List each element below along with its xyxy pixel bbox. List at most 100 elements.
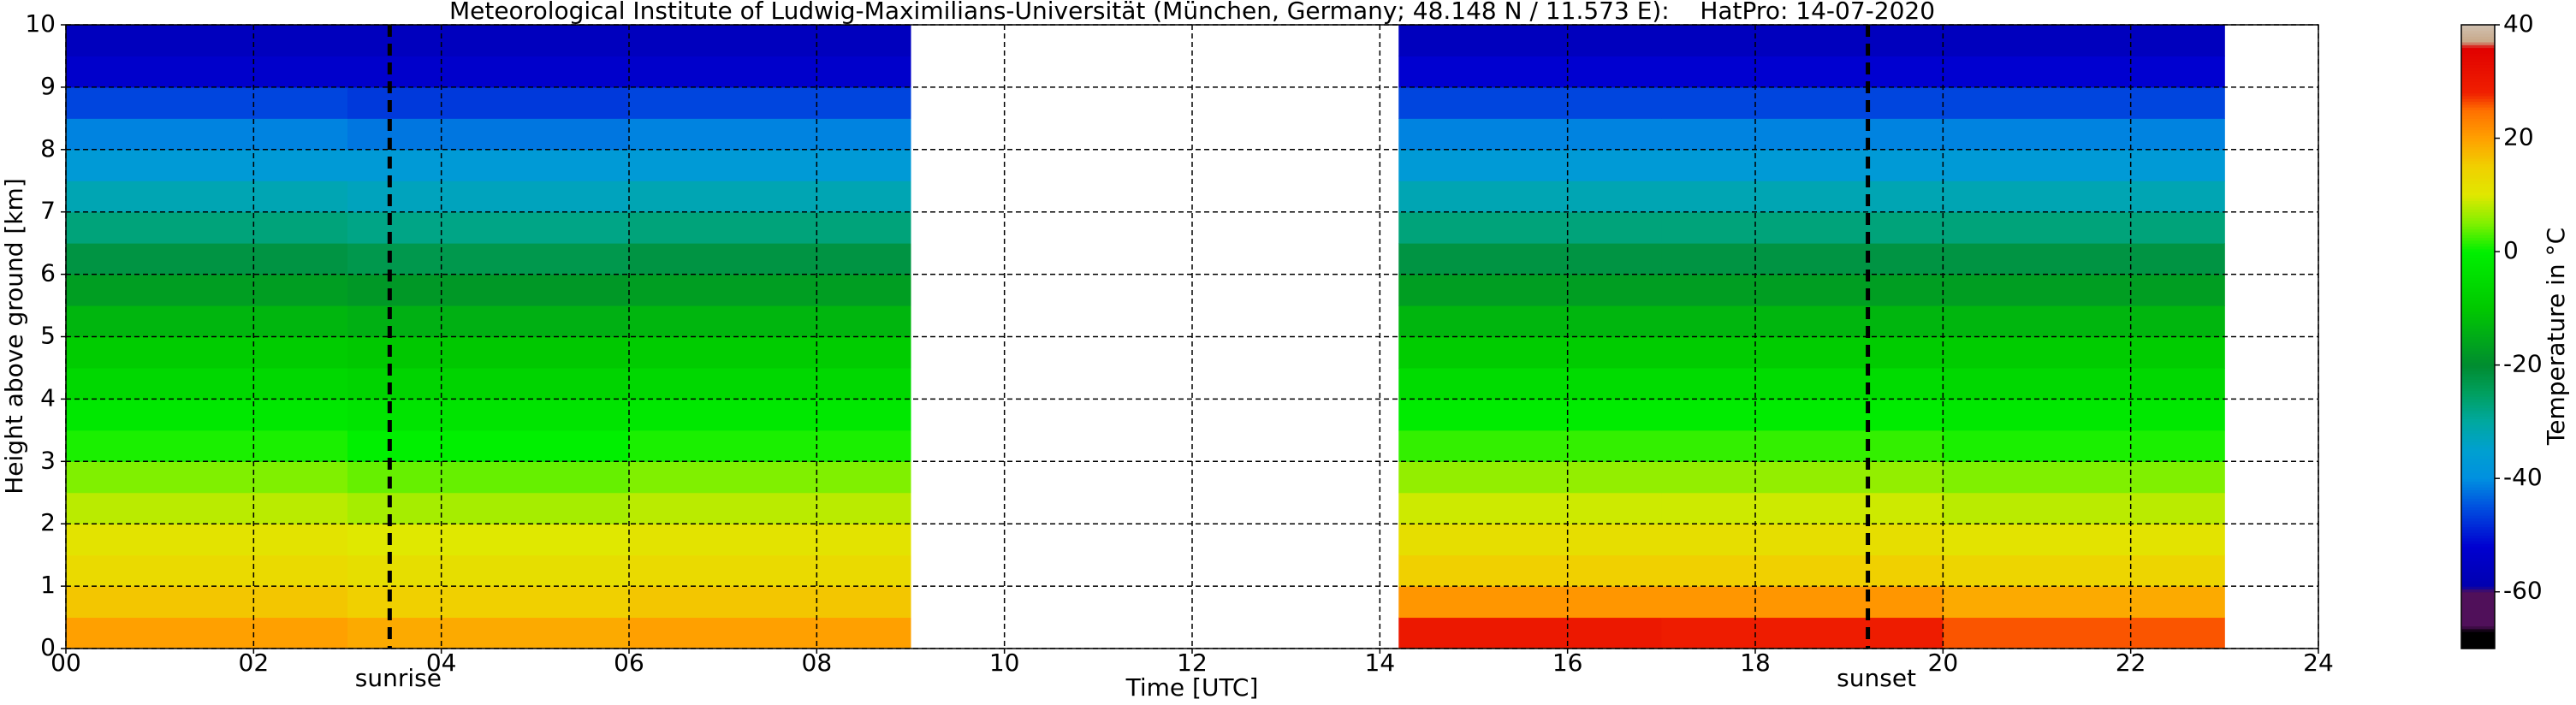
colorbar-segment	[2461, 441, 2495, 446]
y-tick-label: 9	[40, 72, 56, 100]
heatmap-cell	[347, 305, 630, 337]
colorbar-segment	[2461, 418, 2495, 423]
heatmap-cell	[1398, 86, 1662, 119]
colorbar-segment	[2461, 127, 2495, 131]
colorbar-segment	[2461, 90, 2495, 94]
heatmap-cell	[1943, 25, 2225, 56]
colorbar-segment	[2461, 595, 2495, 598]
heatmap-cell	[1661, 617, 1944, 649]
colorbar-segment	[2461, 192, 2495, 196]
heatmap-cell	[66, 586, 348, 619]
colorbar-segment	[2461, 282, 2495, 287]
heatmap-cell	[347, 367, 630, 400]
colorbar-segment	[2461, 98, 2495, 103]
heatmap-cell	[1943, 617, 2225, 649]
y-tick-label: 4	[40, 383, 56, 412]
colorbar-segment	[2461, 518, 2495, 522]
colorbar-segment	[2461, 186, 2495, 190]
colorbar-segment	[2461, 405, 2495, 408]
colorbar-segment	[2461, 453, 2495, 457]
heatmap-cell	[1661, 118, 1944, 151]
heatmap-cell	[629, 492, 911, 524]
colorbar-segment	[2461, 25, 2495, 28]
colorbar-segment	[2461, 189, 2495, 193]
colorbar-segment	[2461, 305, 2495, 309]
colorbar-segment	[2461, 339, 2495, 343]
heatmap-cell	[1398, 399, 1662, 431]
colorbar-segment	[2461, 308, 2495, 312]
heatmap-cell	[347, 617, 630, 649]
colorbar-segment	[2461, 166, 2495, 170]
heatmap-cell	[66, 118, 348, 151]
colorbar-segment	[2461, 67, 2495, 71]
colorbar-segment	[2461, 401, 2495, 406]
colorbar-segment	[2461, 504, 2495, 507]
colorbar-segment	[2461, 637, 2495, 641]
colorbar-segment	[2461, 334, 2495, 338]
heatmap-cell	[347, 524, 630, 556]
colorbar-segment	[2461, 200, 2495, 204]
colorbar-segment	[2461, 240, 2495, 244]
heatmap-cell	[347, 399, 630, 431]
colorbar-segment	[2461, 220, 2495, 224]
x-tick-label: 10	[989, 649, 1020, 677]
heatmap-cell	[629, 586, 911, 619]
colorbar-segment	[2461, 461, 2495, 465]
heatmap-cell	[347, 181, 630, 213]
y-tick-label: 10	[25, 9, 56, 38]
heatmap-cell	[1661, 492, 1944, 524]
colorbar-segment	[2461, 328, 2495, 332]
colorbar-segment	[2461, 532, 2495, 536]
colorbar-segment	[2461, 574, 2495, 578]
colorbar-segment	[2461, 175, 2495, 179]
colorbar-segment	[2461, 364, 2495, 369]
heatmap-cell	[1943, 336, 2225, 369]
colorbar-segment	[2461, 382, 2495, 386]
colorbar-segment	[2461, 317, 2495, 321]
colorbar-segment	[2461, 181, 2495, 185]
colorbar-segment	[2461, 39, 2495, 43]
heatmap-cell	[1943, 586, 2225, 619]
colorbar-segment	[2461, 268, 2495, 272]
colorbar-segment	[2461, 237, 2495, 241]
colorbar-segment	[2461, 472, 2495, 477]
heatmap-cell	[629, 243, 911, 275]
heatmap-cell	[347, 554, 630, 587]
heatmap-cell	[1661, 430, 1944, 462]
heatmap-cell	[1661, 336, 1944, 369]
heatmap-cell	[629, 274, 911, 306]
heatmap-cell	[1943, 399, 2225, 431]
colorbar-segment	[2461, 30, 2495, 34]
colorbar-segment	[2461, 645, 2495, 649]
colorbar-segment	[2461, 427, 2495, 431]
colorbar-segment	[2461, 643, 2495, 647]
colorbar-segment	[2461, 62, 2495, 65]
colorbar-segment	[2461, 110, 2495, 114]
colorbar-segment	[2461, 447, 2495, 451]
colorbar-segment	[2461, 478, 2495, 483]
colorbar-segment	[2461, 631, 2495, 636]
x-tick-label: 24	[2303, 649, 2334, 677]
colorbar-segment	[2461, 353, 2495, 358]
colorbar-segment	[2461, 487, 2495, 491]
colorbar-segment	[2461, 116, 2495, 119]
colorbar-segment	[2461, 583, 2495, 587]
heatmap-cell	[66, 56, 348, 88]
colorbar-segment	[2461, 246, 2495, 250]
heatmap-cell	[1398, 56, 1662, 88]
colorbar-segment	[2461, 252, 2495, 256]
heatmap-cell	[66, 367, 348, 400]
heatmap-cell	[629, 118, 911, 151]
colorbar-segment	[2461, 215, 2495, 218]
heatmap-cell	[1398, 367, 1662, 400]
heatmap-cell	[66, 524, 348, 556]
colorbar-segment	[2461, 228, 2495, 233]
heatmap-cell	[1398, 181, 1662, 213]
colorbar-segment	[2461, 606, 2495, 610]
colorbar-segment	[2461, 138, 2495, 142]
heatmap-cell	[1943, 56, 2225, 88]
colorbar-segment	[2461, 222, 2495, 227]
colorbar-segment	[2461, 107, 2495, 111]
heatmap-cell	[66, 492, 348, 524]
colorbar-segment	[2461, 492, 2495, 496]
